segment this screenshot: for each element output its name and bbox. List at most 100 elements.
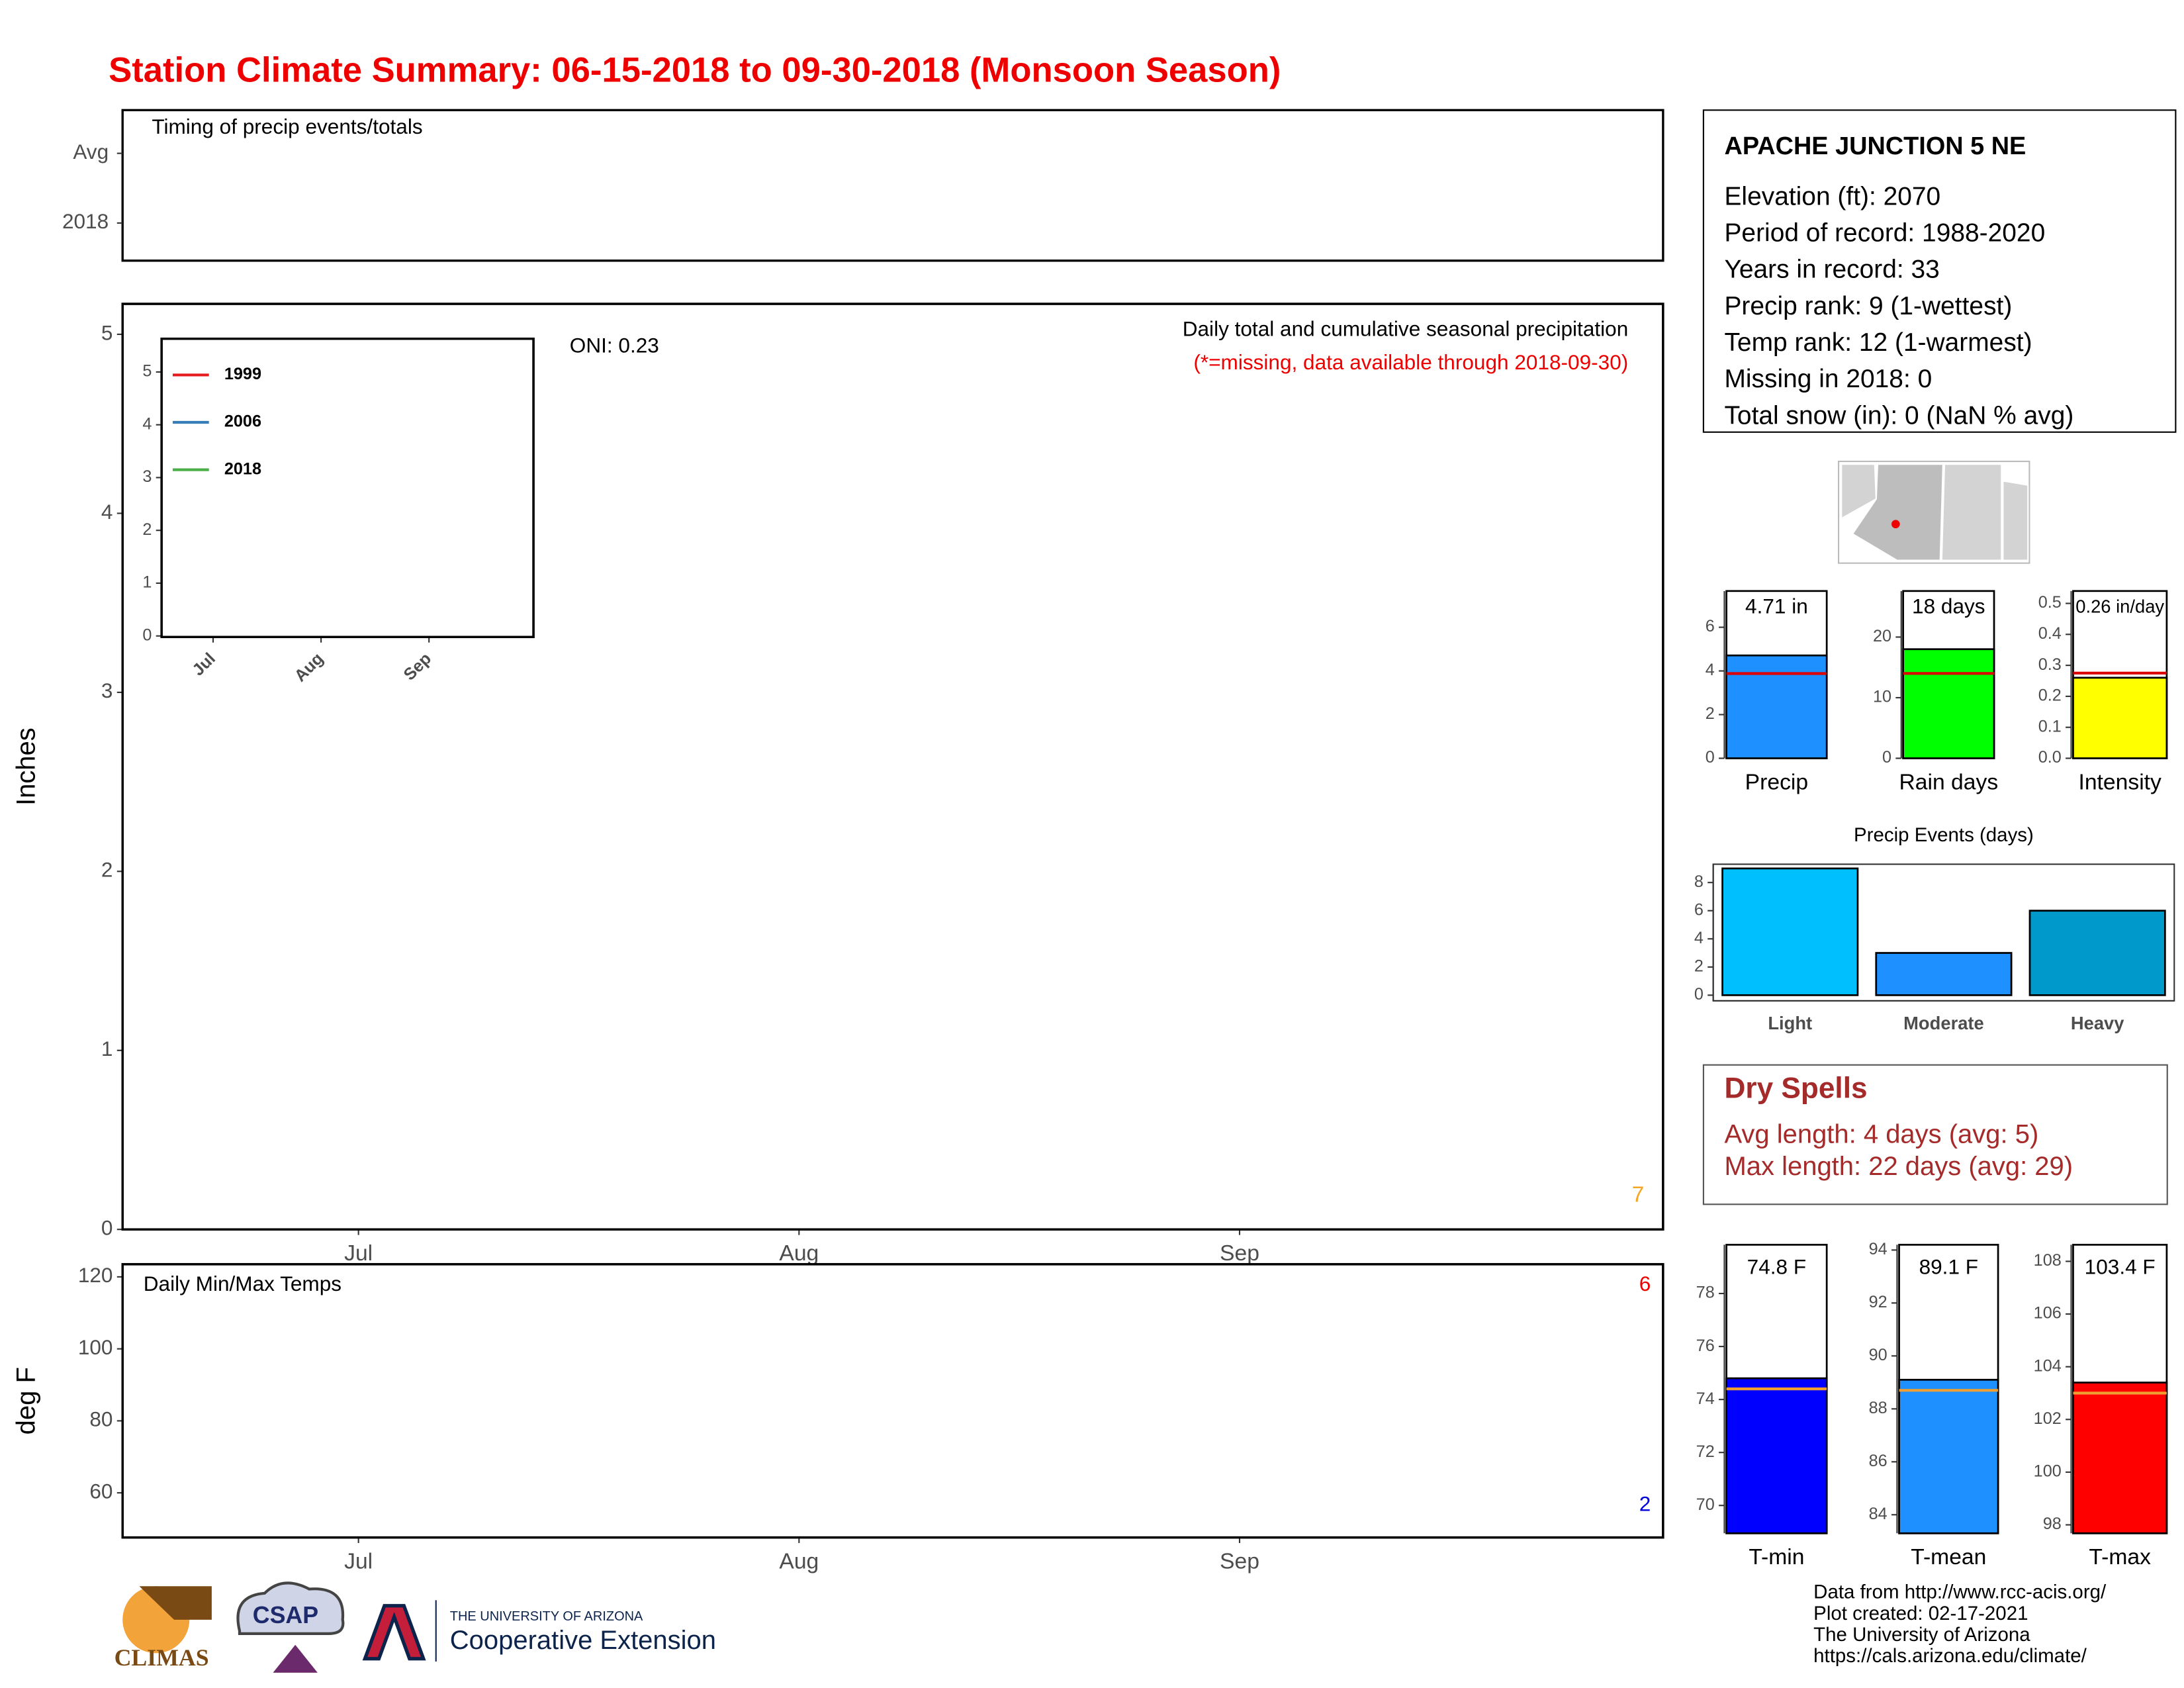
timing-title: Timing of precip events/totals [152, 115, 422, 138]
value-label: 103.4 F [2085, 1255, 2156, 1279]
y-tick-label: 102 [2034, 1409, 2062, 1428]
climas-text: CLIMAS [114, 1644, 209, 1671]
y-tick-label: 94 [1869, 1240, 1888, 1258]
y-tick-label: 2 [142, 520, 152, 539]
y-tick-label: 78 [1696, 1284, 1715, 1302]
x-tick-label: Sep [1220, 1241, 1259, 1266]
y-tick-label: 86 [1869, 1452, 1888, 1470]
footer: Data from http://www.rcc-acis.org/Plot c… [1813, 1581, 2107, 1667]
dry-spells-box [1702, 1064, 2168, 1205]
ua-logo [362, 1604, 426, 1661]
x-tick-label: Precip [1745, 770, 1808, 794]
bar [1721, 867, 1859, 996]
station-line: Missing in 2018: 0 [1724, 365, 1932, 393]
y-tick-label: 0.3 [2038, 655, 2062, 674]
y-tick-label: 0.4 [2038, 624, 2062, 643]
y-tick-label: 100 [78, 1335, 113, 1359]
station-box [1702, 109, 2177, 433]
station-line: Precip rank: 9 (1-wettest) [1724, 292, 2012, 320]
y-tick-label: 88 [1869, 1399, 1888, 1417]
station-lines: Elevation (ft): 2070 Period of record: 19… [1724, 182, 2073, 430]
chart-title: Precip Events (days) [1854, 824, 2034, 846]
y-tick-label: 20 [1873, 627, 1891, 645]
page-title: Station Climate Summary: 06-15-2018 to 0… [109, 50, 1281, 89]
legend-label: 2018 [224, 459, 261, 478]
map-region [1940, 463, 2003, 561]
row-label: 2018 [62, 209, 109, 233]
y-tick-label: 5 [101, 320, 113, 344]
y-tick-label: 0 [1882, 748, 1891, 767]
y-tick-label: 0.2 [2038, 686, 2062, 705]
bar [1725, 1377, 1828, 1534]
y-axis-label: deg F [12, 1367, 41, 1434]
logos: CLIMAS CSAP THE UNIVERSITY OF ARIZONA Co… [114, 1581, 716, 1673]
y-tick-label: 92 [1869, 1293, 1888, 1311]
y-tick-label: 90 [1869, 1346, 1888, 1364]
y-tick-label: 1 [142, 573, 152, 592]
climas-logo-shape [139, 1586, 212, 1620]
x-tick-label: T-max [2089, 1545, 2151, 1570]
y-tick-label: 120 [78, 1263, 113, 1287]
y-tick-label: 84 [1869, 1505, 1888, 1523]
x-tick-label: Jul [344, 1549, 373, 1573]
annotation-note: (*=missing, data available through 2018-… [1193, 350, 1628, 374]
y-tick-label: 72 [1696, 1442, 1715, 1461]
event-count: 7 [1632, 1183, 1645, 1207]
station-dot [1891, 520, 1900, 529]
temp-title: Daily Min/Max Temps [144, 1272, 341, 1295]
y-tick-label: 106 [2034, 1304, 2062, 1323]
y-tick-label: 3 [101, 679, 113, 702]
map-region [2002, 480, 2029, 561]
panel-frame [160, 337, 535, 638]
x-tick-label: Light [1768, 1013, 1812, 1033]
y-tick-label: 100 [2034, 1462, 2062, 1481]
y-tick-label: 70 [1696, 1495, 1715, 1514]
value-label: 0.26 in/day [2075, 596, 2164, 616]
university-text: THE UNIVERSITY OF ARIZONA [450, 1609, 643, 1624]
panel-frame [121, 303, 1664, 1231]
y-tick-label: 0 [1706, 748, 1715, 767]
dry-spell-line: Avg length: 4 days (avg: 5) [1724, 1120, 2038, 1149]
bar [2028, 910, 2166, 996]
value-label: 18 days [1912, 594, 1985, 618]
station-line: Years in record: 33 [1724, 256, 1939, 284]
bar [1725, 654, 1828, 759]
csap-cloud [236, 1581, 345, 1635]
y-tick-label: 0 [101, 1216, 113, 1240]
x-tick-label: Heavy [2071, 1013, 2124, 1033]
row-label: Avg [73, 140, 109, 164]
y-tick-label: 74 [1696, 1389, 1715, 1408]
dry-spells-lines: Avg length: 4 days (avg: 5) Max length: 2… [1724, 1120, 2073, 1181]
station-line: Elevation (ft): 2070 [1724, 182, 1940, 211]
value-label: 4.71 in [1745, 594, 1808, 618]
legend-label: 2006 [224, 412, 261, 431]
annotation: Daily total and cumulative seasonal prec… [1183, 316, 1629, 340]
bar [2072, 1382, 2168, 1534]
x-tick-label: Intensity [2079, 770, 2162, 794]
y-tick-label: 80 [89, 1407, 113, 1431]
x-tick-label: Aug [779, 1549, 819, 1573]
x-tick-label: Rain days [1899, 770, 1998, 794]
y-tick-label: 0 [142, 626, 152, 644]
bar [1902, 648, 1995, 759]
y-tick-label: 4 [1706, 661, 1715, 679]
y-tick-label: 98 [2043, 1515, 2062, 1533]
y-tick-label: 5 [142, 362, 152, 381]
panel-frame [160, 337, 535, 638]
extension-text: Cooperative Extension [450, 1626, 716, 1655]
y-tick-label: 10 [1873, 688, 1891, 706]
csap-mountain [273, 1644, 318, 1673]
record-count: 2 [1639, 1491, 1651, 1515]
legend-label: 1999 [224, 365, 261, 383]
x-tick-label: T-mean [1911, 1545, 1986, 1570]
station-line: Temp rank: 12 (1-warmest) [1724, 328, 2032, 357]
y-axis-label: Inches [12, 727, 41, 806]
y-tick-label: 104 [2034, 1356, 2062, 1375]
footer-line: https://cals.arizona.edu/climate/ [1813, 1645, 2087, 1667]
y-tick-label: 6 [1694, 900, 1704, 919]
y-tick-label: 0.5 [2038, 593, 2062, 612]
x-tick-label: Sep [1220, 1549, 1259, 1573]
bar [2072, 677, 2168, 759]
